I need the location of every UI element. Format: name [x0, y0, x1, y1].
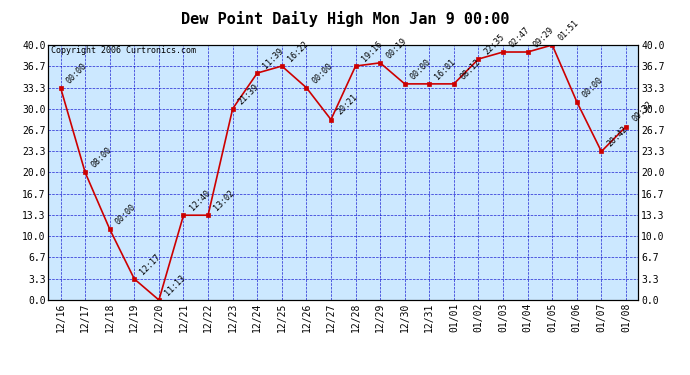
Text: 21:39: 21:39: [237, 82, 261, 106]
Text: 22:35: 22:35: [482, 32, 506, 56]
Text: Dew Point Daily High Mon Jan 9 00:00: Dew Point Daily High Mon Jan 9 00:00: [181, 11, 509, 27]
Text: 16:22: 16:22: [286, 39, 310, 63]
Text: 00:00: 00:00: [310, 61, 335, 85]
Text: Copyright 2006 Curtronics.com: Copyright 2006 Curtronics.com: [51, 46, 196, 55]
Text: 19:16: 19:16: [359, 39, 384, 63]
Text: 16:01: 16:01: [433, 57, 457, 81]
Text: 13:02: 13:02: [213, 188, 236, 212]
Text: 02:47: 02:47: [507, 25, 531, 49]
Text: 08:12: 08:12: [458, 57, 482, 81]
Text: 00:00: 00:00: [65, 61, 89, 85]
Text: 11:39: 11:39: [262, 46, 286, 70]
Text: 00:00: 00:00: [114, 202, 138, 226]
Text: 09:29: 09:29: [532, 25, 556, 49]
Text: 20:42: 20:42: [606, 124, 629, 148]
Text: 00:19: 00:19: [384, 36, 408, 60]
Text: 11:13: 11:13: [163, 273, 187, 297]
Text: 20:21: 20:21: [335, 93, 359, 117]
Text: 09:32: 09:32: [630, 100, 654, 124]
Text: 00:00: 00:00: [581, 75, 605, 99]
Text: 12:17: 12:17: [139, 252, 163, 276]
Text: 00:00: 00:00: [409, 57, 433, 81]
Text: 01:51: 01:51: [556, 18, 580, 42]
Text: 08:00: 08:00: [89, 146, 113, 170]
Text: 12:40: 12:40: [188, 188, 212, 212]
